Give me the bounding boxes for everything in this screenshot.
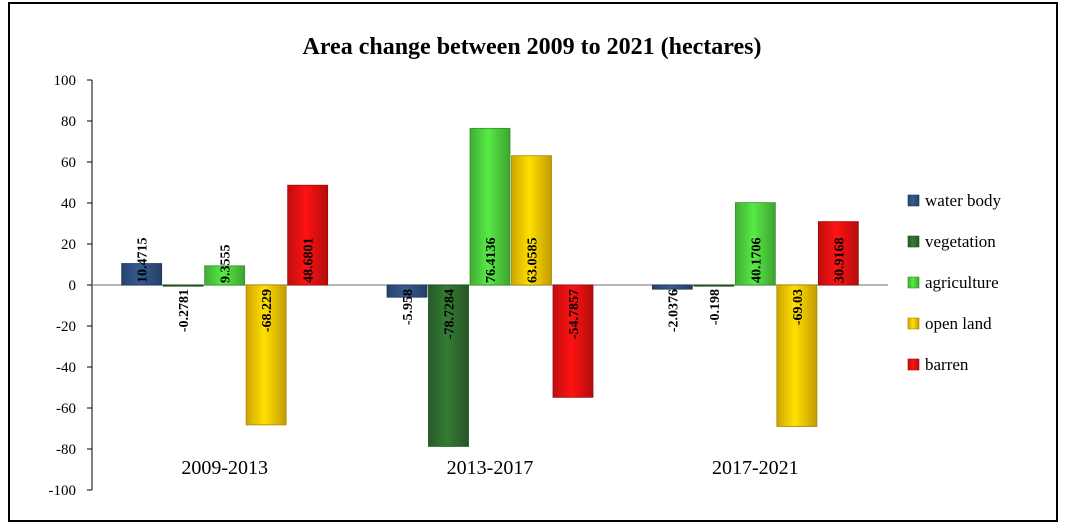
data-label: 48.6801 (302, 238, 317, 284)
legend-swatch (907, 358, 920, 371)
category-label: 2013-2017 (447, 457, 534, 479)
chart-title: Area change between 2009 to 2021 (hectar… (302, 34, 761, 60)
y-tick-label: -20 (56, 319, 76, 335)
category-label: 2017-2021 (712, 457, 799, 479)
chart: Area change between 2009 to 2021 (hectar… (49, 34, 1002, 499)
data-label: -0.198 (708, 289, 723, 325)
data-label: 10.4715 (136, 238, 151, 284)
category-label: 2009-2013 (181, 457, 268, 479)
bar-open-land-2013-2017 (511, 155, 552, 286)
data-label: 30.9168 (832, 238, 847, 284)
bar-vegetation-2009-2013 (162, 284, 204, 287)
bars: 10.4715 -0.2781 9.3555 -68.229 48.6801 -5.958… (121, 127, 859, 447)
data-label: 40.1706 (749, 238, 764, 284)
y-tick-label: 80 (61, 114, 76, 130)
bar-barren-2013-2017 (552, 284, 594, 398)
legend-swatch (907, 194, 920, 207)
bar-vegetation-2013-2017 (428, 284, 469, 447)
bar-barren-2017-2021 (817, 221, 859, 286)
y-tick-label: 60 (61, 155, 76, 171)
y-tick-label: -100 (49, 483, 77, 499)
bar-open-land-2009-2013 (245, 284, 287, 426)
bar-open-land-2017-2021 (776, 284, 818, 427)
y-tick-label: 20 (61, 237, 76, 253)
data-label: 9.3555 (219, 245, 234, 284)
bar-water-body-2009-2013 (121, 263, 163, 286)
data-label: -69.03 (791, 289, 806, 325)
bar-vegetation-2017-2021 (693, 284, 735, 287)
legend-label: water body (925, 191, 1002, 210)
y-tick-label: -80 (56, 442, 76, 458)
data-label: -0.2781 (177, 289, 192, 332)
legend-label: open land (925, 314, 992, 333)
legend: water body vegetation agriculture open land… (907, 191, 1002, 374)
legend-label: barren (925, 355, 969, 374)
y-tick-label: -60 (56, 401, 76, 417)
data-label: -78.7284 (443, 289, 458, 339)
category-labels: 2009-2013 2013-2017 2017-2021 (181, 457, 798, 479)
bar-water-body-2013-2017 (386, 284, 428, 298)
data-label: 76.4136 (484, 238, 499, 284)
data-label: 63.0585 (526, 238, 541, 284)
legend-label: agriculture (925, 273, 999, 292)
bar-agriculture-2013-2017 (469, 127, 511, 286)
y-tick-label: 40 (61, 196, 76, 212)
bar-barren-2009-2013 (287, 184, 329, 286)
y-tick-label: 100 (54, 73, 77, 89)
data-label: -2.0376 (666, 289, 681, 332)
data-label: -54.7857 (567, 289, 582, 339)
bar-agriculture-2017-2021 (734, 202, 776, 286)
y-tick-label: -40 (56, 360, 76, 376)
data-label: -68.229 (260, 289, 275, 332)
bar-water-body-2017-2021 (651, 284, 693, 290)
bar-agriculture-2009-2013 (204, 265, 246, 286)
data-label: -5.958 (401, 289, 416, 325)
legend-label: vegetation (925, 232, 996, 251)
y-tick-label: 0 (69, 278, 77, 294)
legend-swatch (907, 276, 920, 289)
legend-swatch (907, 317, 920, 330)
legend-swatch (907, 235, 920, 248)
